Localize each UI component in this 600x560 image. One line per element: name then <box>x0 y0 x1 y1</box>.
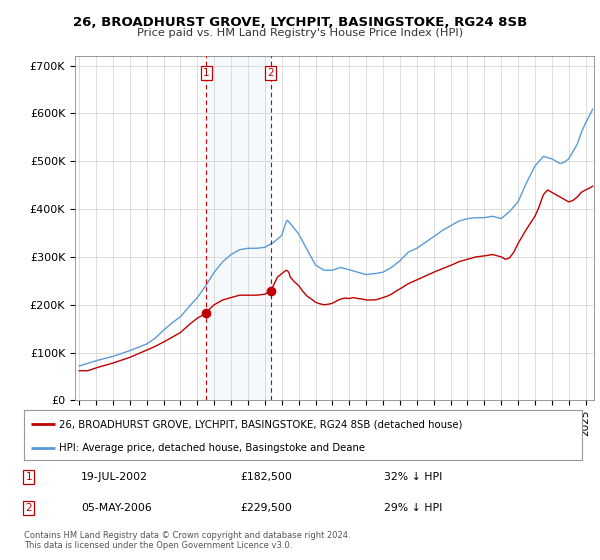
Text: Contains HM Land Registry data © Crown copyright and database right 2024.
This d: Contains HM Land Registry data © Crown c… <box>24 531 350 550</box>
Text: 26, BROADHURST GROVE, LYCHPIT, BASINGSTOKE, RG24 8SB (detached house): 26, BROADHURST GROVE, LYCHPIT, BASINGSTO… <box>59 419 463 429</box>
Text: 29% ↓ HPI: 29% ↓ HPI <box>384 503 442 513</box>
Text: 19-JUL-2002: 19-JUL-2002 <box>81 472 148 482</box>
Text: £182,500: £182,500 <box>240 472 292 482</box>
Text: 1: 1 <box>25 472 32 482</box>
Text: 32% ↓ HPI: 32% ↓ HPI <box>384 472 442 482</box>
Text: 05-MAY-2006: 05-MAY-2006 <box>81 503 152 513</box>
Text: 26, BROADHURST GROVE, LYCHPIT, BASINGSTOKE, RG24 8SB: 26, BROADHURST GROVE, LYCHPIT, BASINGSTO… <box>73 16 527 29</box>
Text: 1: 1 <box>203 68 210 78</box>
Text: HPI: Average price, detached house, Basingstoke and Deane: HPI: Average price, detached house, Basi… <box>59 443 365 453</box>
Text: Price paid vs. HM Land Registry's House Price Index (HPI): Price paid vs. HM Land Registry's House … <box>137 28 463 38</box>
Text: £229,500: £229,500 <box>240 503 292 513</box>
Bar <box>206 56 271 400</box>
Text: 2: 2 <box>268 68 274 78</box>
Text: 2: 2 <box>25 503 32 513</box>
